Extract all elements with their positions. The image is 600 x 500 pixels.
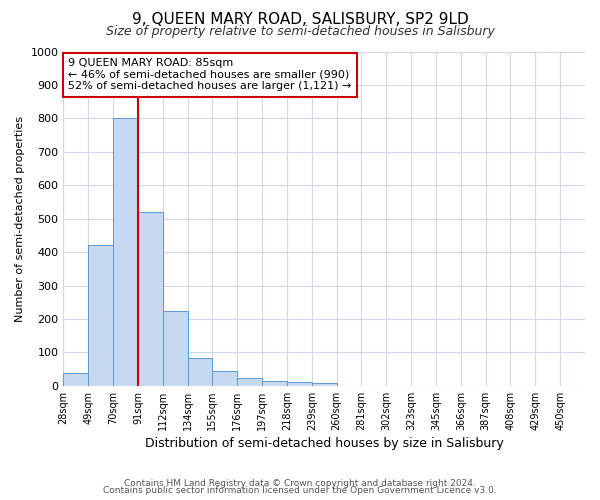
Text: Contains HM Land Registry data © Crown copyright and database right 2024.: Contains HM Land Registry data © Crown c…	[124, 478, 476, 488]
Bar	[312, 383, 337, 386]
Bar	[64, 373, 88, 386]
Text: 9 QUEEN MARY ROAD: 85sqm
← 46% of semi-detached houses are smaller (990)
52% of : 9 QUEEN MARY ROAD: 85sqm ← 46% of semi-d…	[68, 58, 352, 92]
Text: 9, QUEEN MARY ROAD, SALISBURY, SP2 9LD: 9, QUEEN MARY ROAD, SALISBURY, SP2 9LD	[131, 12, 469, 28]
Text: Size of property relative to semi-detached houses in Salisbury: Size of property relative to semi-detach…	[106, 25, 494, 38]
Bar	[212, 372, 237, 386]
Y-axis label: Number of semi-detached properties: Number of semi-detached properties	[15, 116, 25, 322]
Bar	[88, 246, 113, 386]
Bar	[188, 358, 212, 386]
Bar	[287, 382, 312, 386]
Text: Contains public sector information licensed under the Open Government Licence v3: Contains public sector information licen…	[103, 486, 497, 495]
X-axis label: Distribution of semi-detached houses by size in Salisbury: Distribution of semi-detached houses by …	[145, 437, 503, 450]
Bar	[163, 310, 188, 386]
Bar	[138, 212, 163, 386]
Bar	[113, 118, 138, 386]
Bar	[237, 378, 262, 386]
Bar	[262, 381, 287, 386]
